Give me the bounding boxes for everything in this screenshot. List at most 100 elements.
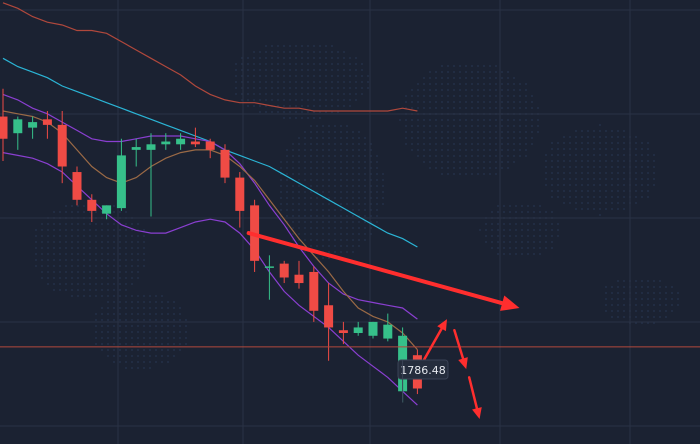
map-dot [235,93,237,95]
map-dot [647,172,649,174]
map-dot [355,93,357,95]
map-dot [35,253,37,255]
map-dot [423,95,425,97]
map-dot [304,197,306,199]
map-dot [265,111,267,113]
map-dot [65,289,67,291]
map-dot [340,161,342,163]
map-dot [489,89,491,91]
map-dot [259,87,261,89]
map-dot [531,125,533,127]
map-dot [137,331,139,333]
map-dot [623,148,625,150]
candle-body [42,119,52,125]
map-dot [477,131,479,133]
map-dot [119,235,121,237]
map-dot [453,83,455,85]
map-dot [599,208,601,210]
map-dot [575,184,577,186]
map-dot [289,69,291,71]
map-dot [179,331,181,333]
map-dot [298,233,300,235]
map-dot [605,196,607,198]
map-dot [593,184,595,186]
map-dot [83,277,85,279]
map-dot [489,137,491,139]
map-dot [352,173,354,175]
map-dot [149,319,151,321]
map-dot [131,283,133,285]
map-dot [513,125,515,127]
map-dot [343,105,345,107]
map-dot [483,173,485,175]
map-dot [113,271,115,273]
map-dot [551,142,553,144]
map-dot [599,166,601,168]
map-dot [301,87,303,89]
map-dot [334,155,336,157]
map-dot [113,247,115,249]
map-dot [328,161,330,163]
map-dot [113,355,115,357]
map-dot [501,119,503,121]
map-dot [292,191,294,193]
map-dot [316,143,318,145]
map-dot [647,310,649,312]
map-dot [465,101,467,103]
map-dot [647,298,649,300]
map-dot [551,166,553,168]
map-dot [429,71,431,73]
map-dot [358,239,360,241]
map-dot [435,95,437,97]
map-dot [575,208,577,210]
map-dot [179,319,181,321]
map-dot [382,173,384,175]
map-dot [131,253,133,255]
map-dot [340,221,342,223]
map-dot [435,119,437,121]
map-dot [304,203,306,205]
map-dot [143,247,145,249]
map-dot [489,71,491,73]
map-dot [265,75,267,77]
map-dot [611,172,613,174]
map-dot [435,125,437,127]
map-dot [71,295,73,297]
map-dot [623,166,625,168]
map-dot [509,253,511,255]
map-dot [459,137,461,139]
map-dot [358,197,360,199]
map-dot [41,277,43,279]
map-dot [441,101,443,103]
map-dot [545,160,547,162]
map-dot [301,51,303,53]
map-dot [125,289,127,291]
map-dot [635,280,637,282]
map-dot [551,172,553,174]
map-dot [331,57,333,59]
map-dot [361,81,363,83]
map-dot [575,136,577,138]
map-dot [635,298,637,300]
candle-body [324,305,334,328]
map-dot [346,191,348,193]
map-dot [322,191,324,193]
map-dot [289,57,291,59]
map-dot [355,69,357,71]
map-dot [286,149,288,151]
map-dot [617,202,619,204]
map-dot [307,105,309,107]
map-dot [131,241,133,243]
map-dot [346,155,348,157]
map-dot [471,173,473,175]
candle [57,111,67,184]
map-dot [289,45,291,47]
map-dot [322,215,324,217]
map-dot [647,142,649,144]
map-dot [322,173,324,175]
map-dot [483,83,485,85]
map-dot [551,196,553,198]
map-dot [149,355,151,357]
map-dot [346,143,348,145]
map-dot [334,179,336,181]
